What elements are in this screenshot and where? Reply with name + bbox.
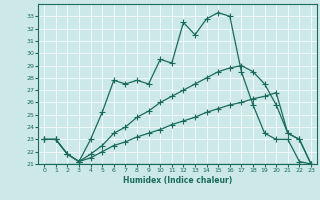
X-axis label: Humidex (Indice chaleur): Humidex (Indice chaleur) xyxy=(123,176,232,185)
